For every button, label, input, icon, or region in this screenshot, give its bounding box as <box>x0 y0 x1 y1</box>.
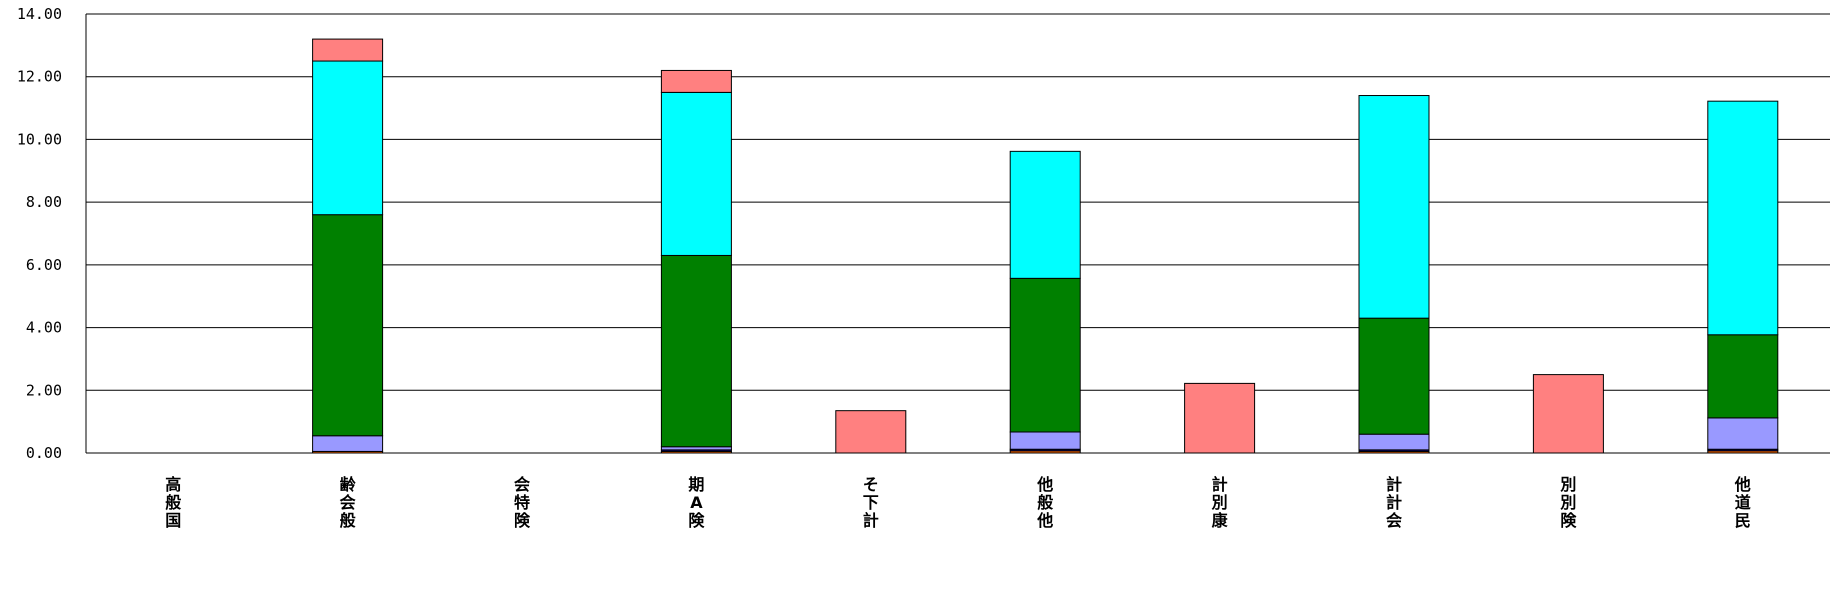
bar-segment-2-3 <box>312 435 384 452</box>
x-category-label: 他道民 <box>1734 475 1751 530</box>
bar-segment-6-5 <box>1009 150 1081 279</box>
x-category-label-char: 会 <box>514 475 530 494</box>
bar-segment-4-4 <box>660 254 732 448</box>
x-category-label-char: 民 <box>1735 511 1751 530</box>
x-category-label-char: 険 <box>688 511 705 530</box>
bar-segment-6-4 <box>1009 277 1081 433</box>
y-tick-label: 2.00 <box>26 381 62 399</box>
x-category-label-char: 別 <box>1560 493 1576 512</box>
bar-segment-5-6 <box>835 410 907 454</box>
x-category-label-char: 険 <box>1560 511 1577 530</box>
bar-segment-8-5 <box>1358 95 1430 319</box>
bar-segment-2-4 <box>312 214 384 437</box>
x-category-label-char: 会 <box>1386 511 1402 530</box>
y-tick-label: 14.00 <box>17 5 62 23</box>
bar-segment-4-5 <box>660 91 732 256</box>
bar-segment-10-3 <box>1707 417 1779 450</box>
x-category-label-char: 別 <box>1560 475 1576 494</box>
x-category-label: 高般国 <box>165 475 181 530</box>
bars <box>312 38 1779 454</box>
bar-segment-10-5 <box>1707 100 1779 336</box>
y-tick-label: 0.00 <box>26 444 62 462</box>
x-category-label-char: 険 <box>514 511 531 530</box>
bar-segment-8-3 <box>1358 433 1430 451</box>
x-category-label-char: 別 <box>1212 493 1228 512</box>
x-category-label-char: 計 <box>1386 475 1402 494</box>
x-category-label: 別別険 <box>1560 475 1577 530</box>
x-category-label-char: 康 <box>1212 511 1229 530</box>
x-category-label-char: 齢 <box>340 475 357 494</box>
x-category-label: 他般他 <box>1036 475 1053 530</box>
axes <box>85 14 1830 454</box>
y-tick-label: 12.00 <box>17 68 62 86</box>
bar-segment-9-6 <box>1532 374 1604 454</box>
x-category-label-char: 会 <box>340 493 356 512</box>
x-category-label-char: 般 <box>165 493 181 512</box>
x-category-label: そ下計 <box>863 475 879 530</box>
x-category-label-char: そ <box>863 475 879 494</box>
x-category-label-char: 国 <box>165 511 181 530</box>
x-category-label-char: 特 <box>514 493 530 512</box>
x-category-label-char: A <box>690 493 703 512</box>
x-category-label-char: 般 <box>340 511 356 530</box>
x-category-label-char: 計 <box>1212 475 1228 494</box>
bar-segment-2-5 <box>312 60 384 216</box>
x-category-label-char: 他 <box>1036 511 1053 530</box>
x-category-label-char: 計 <box>1386 493 1402 512</box>
y-tick-labels: 0.00 2.00 4.00 6.00 8.00 10.00 12.00 14.00 <box>17 5 62 462</box>
x-category-label: 会特険 <box>514 475 531 530</box>
bar-segment-10-4 <box>1707 334 1779 419</box>
bar-segment-7-6 <box>1184 382 1256 454</box>
x-category-label-char: 期 <box>688 475 704 494</box>
x-category-label-char: 高 <box>165 475 181 494</box>
y-tick-label: 8.00 <box>26 193 62 211</box>
x-category-label-char: 他 <box>1036 475 1053 494</box>
bar-segment-4-6 <box>660 69 732 93</box>
x-category-label-char: 道 <box>1735 493 1751 512</box>
y-tick-label: 4.00 <box>26 319 62 337</box>
x-category-label: 計計会 <box>1386 475 1402 530</box>
y-tick-label: 6.00 <box>26 256 62 274</box>
x-category-label: 計別康 <box>1212 475 1229 530</box>
x-category-label-char: 下 <box>863 493 879 512</box>
x-category-label: 齢会般 <box>340 475 357 530</box>
bar-segment-8-4 <box>1358 317 1430 435</box>
bar-segment-2-6 <box>312 38 384 62</box>
bar-segment-6-3 <box>1009 431 1081 450</box>
x-category-label-char: 他 <box>1734 475 1751 494</box>
x-category-label-char: 般 <box>1037 493 1053 512</box>
x-category-label-char: 計 <box>863 511 879 530</box>
y-tick-label: 10.00 <box>17 130 62 148</box>
